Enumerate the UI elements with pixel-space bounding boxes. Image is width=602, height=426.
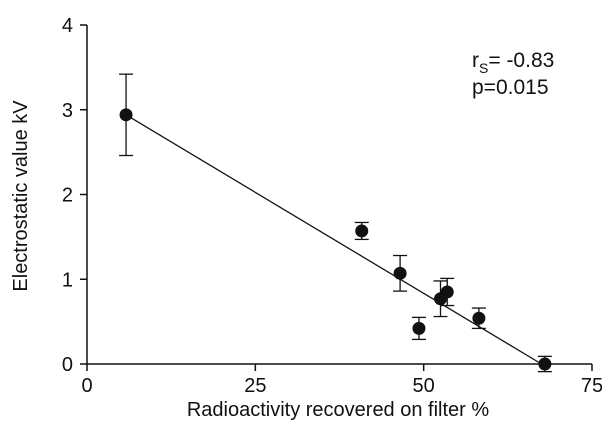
- data-point: [472, 311, 486, 325]
- y-tick-label: 0: [62, 354, 73, 376]
- y-axis-label: Electrostatic value kV: [10, 100, 32, 292]
- y-tick-label: 3: [62, 100, 73, 122]
- stat-annotation: rS= -0.83: [472, 49, 554, 76]
- data-point: [412, 321, 426, 335]
- data-point-group: [119, 73, 134, 157]
- regression-line-group: [125, 114, 542, 365]
- stat-value: = -0.83: [488, 49, 554, 72]
- data-point: [538, 357, 552, 371]
- data-point: [355, 224, 369, 238]
- stat-name: r: [472, 49, 479, 72]
- data-point-group: [393, 254, 408, 292]
- p-value-text: p=0.015: [472, 76, 549, 99]
- data-point-group: [471, 307, 486, 330]
- data-point-group: [433, 280, 448, 318]
- x-tick-label: 50: [413, 375, 435, 397]
- data-point: [119, 108, 133, 122]
- y-tick-label: 2: [62, 185, 73, 207]
- data-point-group: [354, 221, 369, 241]
- data-point-group: [537, 355, 552, 373]
- data-point: [393, 266, 407, 280]
- x-tick-label: 25: [244, 375, 266, 397]
- ticks: 0 25 50 75 0 1 2 3 4: [62, 15, 602, 397]
- data-point-group: [411, 316, 426, 341]
- regression-line: [125, 114, 542, 365]
- x-axis-label: Radioactivity recovered on filter %: [187, 399, 490, 421]
- y-tick-label: 4: [62, 15, 73, 37]
- x-tick-label: 75: [581, 375, 602, 397]
- stat-subscript: S: [479, 60, 488, 76]
- x-tick-label: 0: [81, 375, 92, 397]
- data-points: [119, 73, 552, 373]
- data-point: [440, 285, 454, 299]
- data-point-group: [440, 277, 455, 307]
- y-tick-label: 1: [62, 269, 73, 291]
